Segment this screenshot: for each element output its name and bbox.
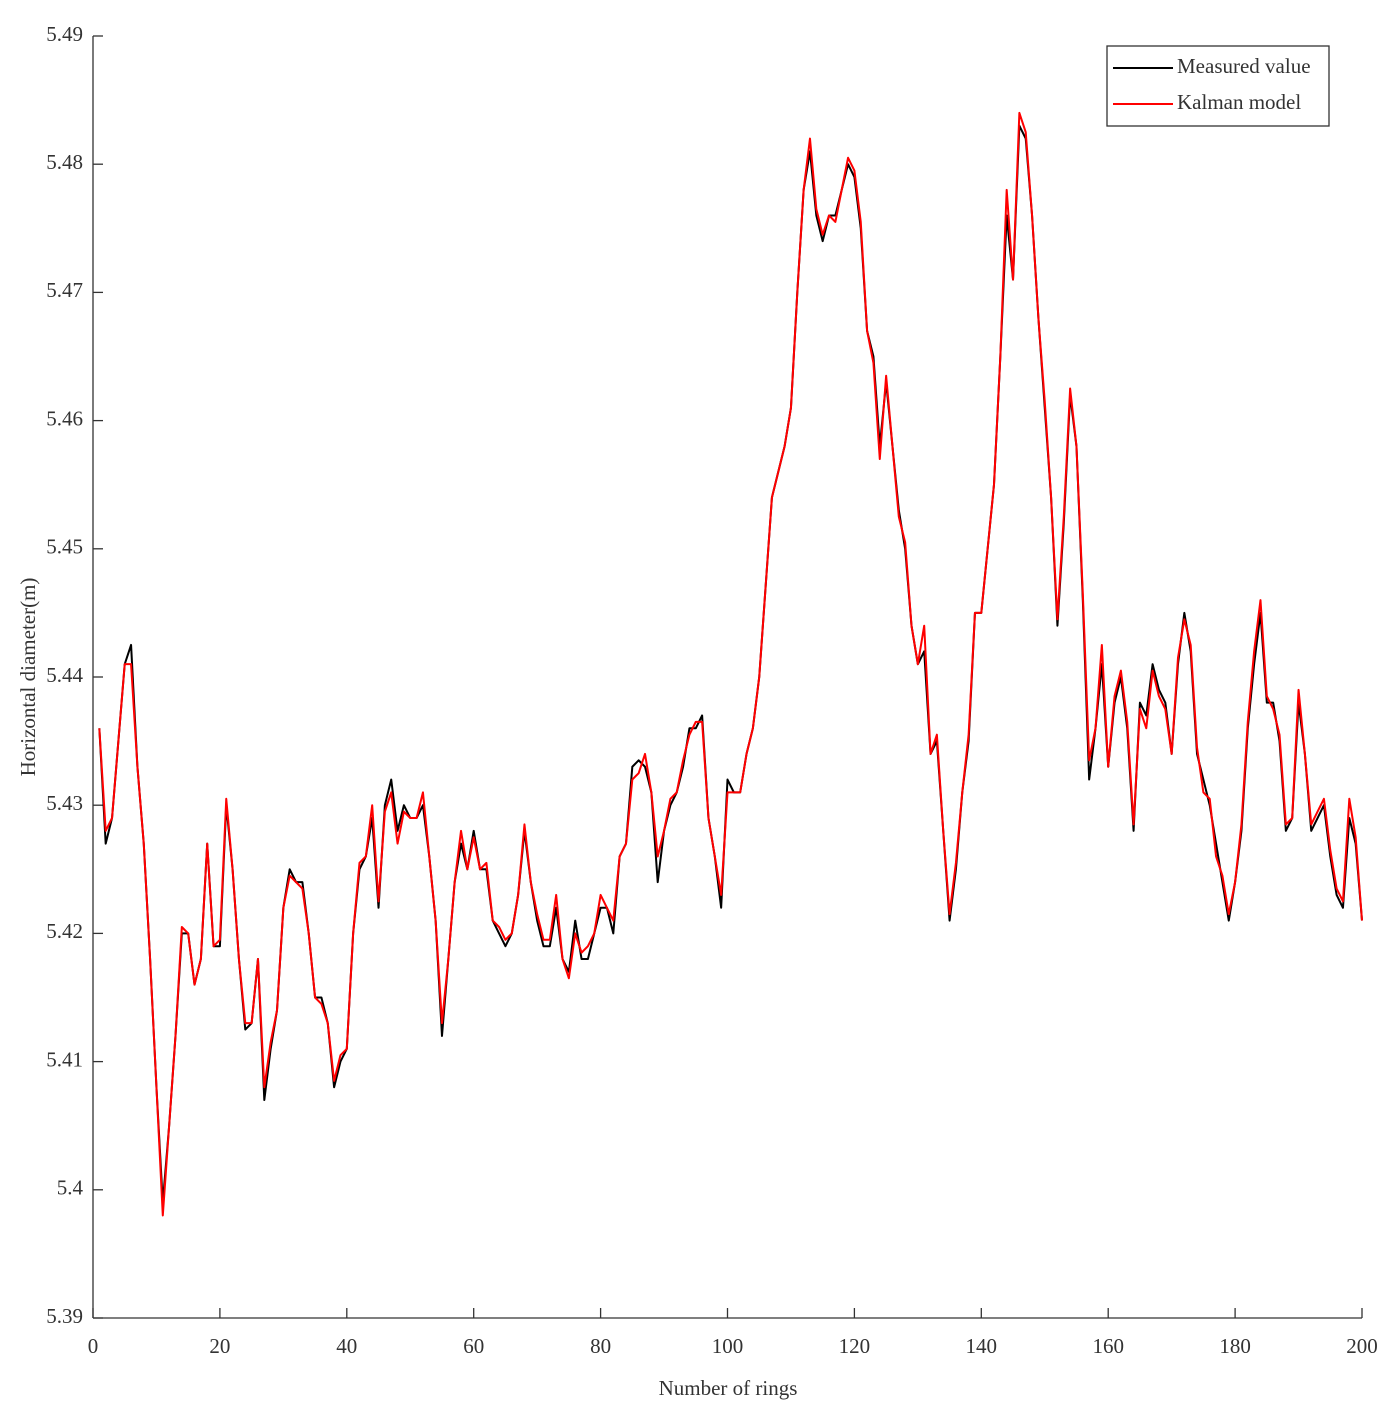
x-tick-label: 180 (1219, 1334, 1251, 1358)
y-tick-label: 5.48 (46, 150, 83, 174)
x-tick-label: 0 (88, 1334, 99, 1358)
legend-box (1106, 45, 1330, 127)
y-tick-label: 5.39 (46, 1304, 83, 1328)
y-tick-label: 5.49 (46, 22, 83, 46)
x-tick-label: 80 (590, 1334, 611, 1358)
x-tick-label: 100 (712, 1334, 744, 1358)
y-axis-label: Horizontal diameter(m) (16, 578, 40, 777)
series-line (98, 124, 1363, 1204)
x-tick-label: 120 (839, 1334, 871, 1358)
x-tick-label: 20 (209, 1334, 230, 1358)
x-tick-label: 160 (1092, 1334, 1124, 1358)
y-tick-label: 5.42 (46, 919, 83, 943)
y-tick-label: 5.47 (46, 278, 83, 302)
x-tick-label: 140 (966, 1334, 998, 1358)
x-tick-label: 200 (1346, 1334, 1378, 1358)
series-line (98, 111, 1363, 1217)
y-tick-label: 5.46 (46, 406, 83, 430)
legend-label: Kalman model (1177, 90, 1301, 114)
y-tick-label: 5.44 (46, 663, 83, 687)
x-tick-label: 40 (336, 1334, 357, 1358)
y-tick-label: 5.41 (46, 1047, 83, 1071)
x-axis-label: Number of rings (659, 1376, 798, 1400)
y-tick-label: 5.4 (57, 1176, 84, 1200)
x-tick-label: 60 (463, 1334, 484, 1358)
y-tick-label: 5.45 (46, 535, 83, 559)
legend-label: Measured value (1177, 54, 1311, 78)
y-tick-label: 5.43 (46, 791, 83, 815)
